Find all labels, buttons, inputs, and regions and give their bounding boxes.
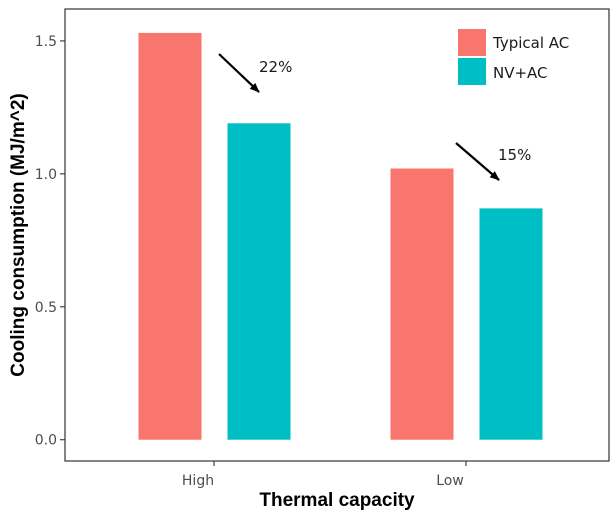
legend-label-nv-ac: NV+AC [493,64,548,82]
bar-typical-ac-high [138,32,202,440]
legend-swatch-nv-ac [458,58,486,85]
annotation-arrow-low [455,142,500,181]
legend-label-typical-ac: Typical AC [492,34,569,52]
annotations: 22% 15% [218,53,531,181]
x-axis: High Low [182,461,467,489]
y-tick-label: 1.0 [35,167,57,183]
y-axis: 0.0 0.5 1.0 1.5 [35,34,65,449]
bar-typical-ac-low [390,168,454,440]
x-tick-label-low: Low [436,473,464,489]
bar-nv-ac-low [479,208,543,440]
x-axis-title: Thermal capacity [259,490,415,511]
y-tick-label: 0.0 [35,433,57,449]
bar-nv-ac-high [227,123,291,440]
annotation-label-high: 22% [259,58,292,76]
y-tick-label: 1.5 [35,34,57,50]
annotation-label-low: 15% [498,146,531,164]
y-tick-label: 0.5 [35,300,57,316]
annotation-arrow-high [218,53,260,93]
bars-layer [138,32,543,440]
legend-swatch-typical-ac [458,29,486,56]
y-axis-title: Cooling consumption (MJ/m^2) [8,93,29,376]
legend: Typical AC NV+AC [458,29,569,85]
x-tick-label-high: High [182,473,214,489]
